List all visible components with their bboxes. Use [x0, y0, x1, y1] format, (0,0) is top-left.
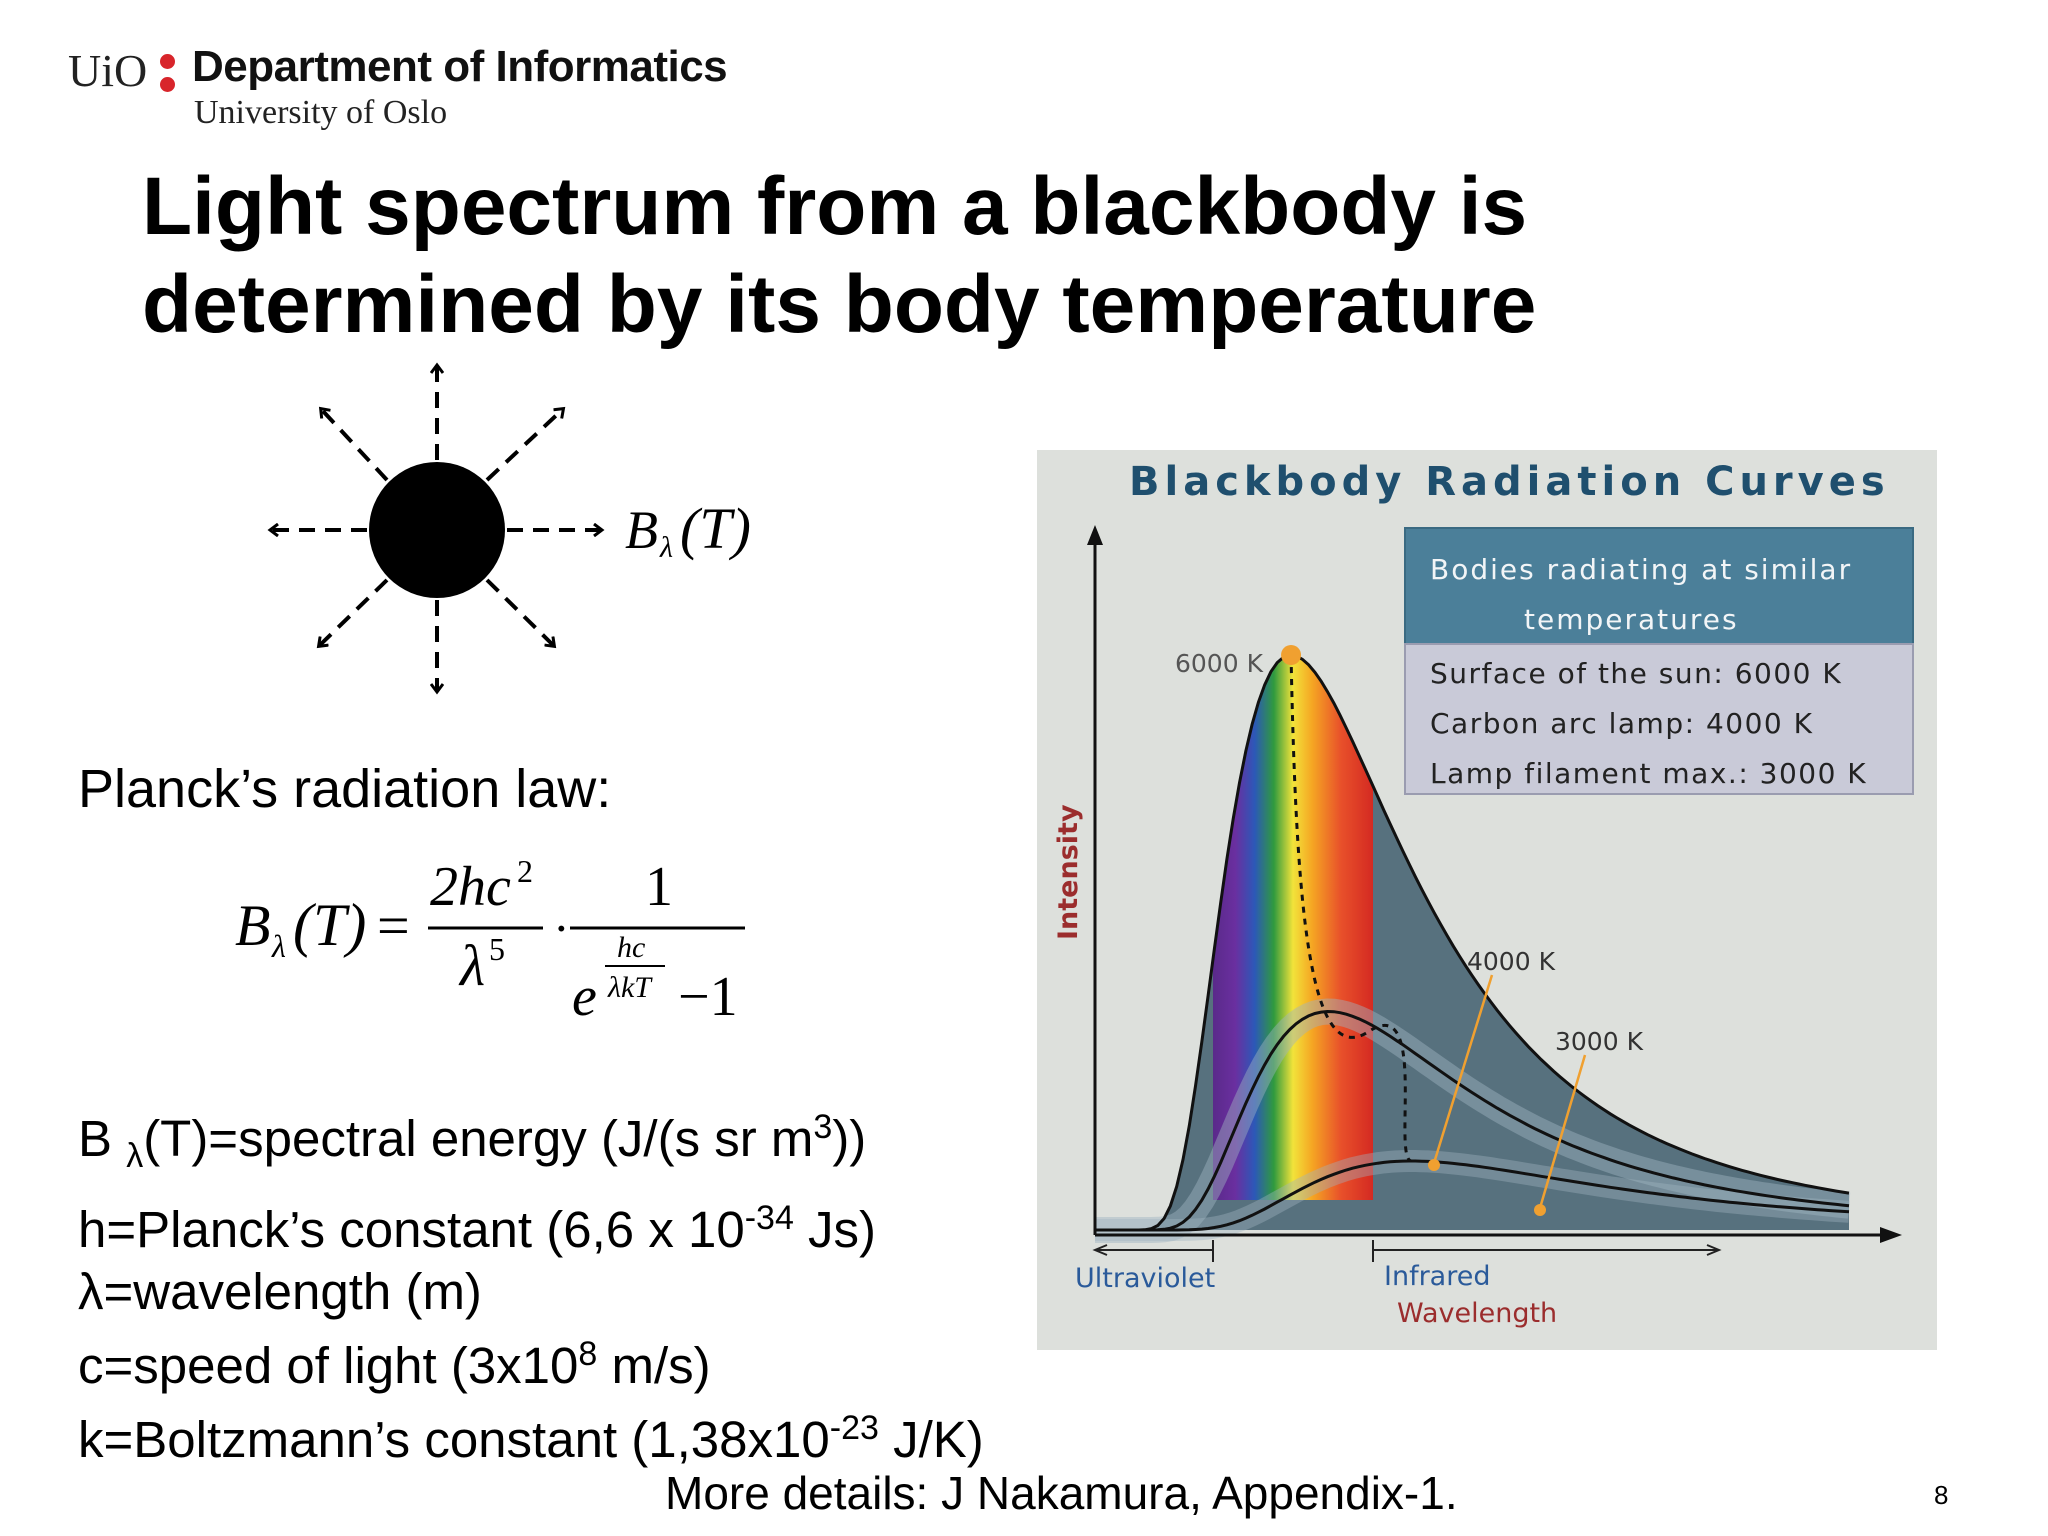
formula-num2: 1	[645, 856, 673, 918]
chart-title: Blackbody Radiation Curves	[1129, 459, 1890, 505]
definition-b: B λ(T)=spectral energy (J/(s sr m3))	[78, 1108, 867, 1176]
formula-dot: ·	[553, 900, 570, 956]
slide-title: Light spectrum from a blackbody is deter…	[142, 158, 1642, 354]
ray-up-left	[322, 410, 389, 482]
formula-num1-exp: 2	[517, 853, 533, 889]
ray-down-right	[485, 578, 553, 645]
leader-3000k	[1538, 1054, 1587, 1209]
curve-6000k-line	[1095, 653, 1850, 1232]
formula-lhs-b: B	[235, 893, 270, 958]
definition-k: k=Boltzmann’s constant (1,38x10-23 J/K)	[78, 1409, 984, 1469]
uio-logo-dots	[160, 54, 176, 94]
peak-marker-3000k	[1534, 1204, 1546, 1216]
blackbody-chart-panel: Blackbody Radiation Curves Ultraviolet I…	[1037, 450, 1937, 1350]
variable-definitions: B λ(T)=spectral energy (J/(s sr m3)) h=P…	[78, 1096, 984, 1471]
formula-equals: =	[377, 893, 410, 958]
series-label-3000k: 3000 K	[1555, 1027, 1644, 1056]
legend-item-filament: Lamp filament max.: 3000 K	[1430, 757, 1867, 790]
legend-title-line-2: temperatures	[1524, 603, 1739, 636]
curve-4000k-line	[1095, 1009, 1850, 1232]
region-label-infrared: Infrared	[1384, 1261, 1490, 1292]
blackbody-circle	[369, 462, 505, 598]
title-line-1: Light spectrum from a blackbody is	[142, 161, 1528, 252]
series-label-4000k: 4000 K	[1467, 947, 1556, 976]
radiating-body-diagram: B λ (T)	[250, 355, 751, 700]
diagram-label-lambda: λ	[659, 531, 673, 564]
blackbody-chart: Blackbody Radiation Curves Ultraviolet I…	[1053, 459, 1914, 1329]
diagram-label-b: B	[625, 500, 658, 560]
wien-peak-locus	[1289, 654, 1413, 1163]
planck-formula: B λ (T) = 2hc 2 λ 5 · 1 e hc λkT −1	[235, 853, 745, 1028]
diagram-label-t: (T)	[680, 496, 751, 561]
legend-body-box	[1404, 643, 1914, 795]
y-axis-arrow	[1087, 525, 1103, 545]
footer-reference: More details: J Nakamura, Appendix-1.	[665, 1467, 1458, 1519]
series-label-6000k: 6000 K	[1175, 649, 1264, 678]
x-axis-arrow	[1880, 1227, 1902, 1243]
formula-den2-exp-den: λkT	[607, 971, 653, 1004]
formula-den2-e: e	[572, 966, 597, 1028]
peak-marker-4000k	[1428, 1159, 1440, 1171]
curve-3000k-line	[1095, 1159, 1850, 1232]
formula-num1: 2hc	[430, 856, 511, 918]
formula-den1: λ	[458, 933, 485, 998]
uio-logo-text: UiO	[68, 45, 148, 96]
formula-lhs-t: (T)	[293, 892, 366, 958]
formula-lhs-sub: λ	[271, 928, 286, 964]
department-name: Department of Informatics	[192, 42, 728, 91]
legend-item-sun: Surface of the sun: 6000 K	[1430, 657, 1842, 690]
legend-item-arc-lamp: Carbon arc lamp: 4000 K	[1430, 707, 1813, 740]
ray-down-left	[320, 578, 389, 645]
leader-4000k	[1432, 974, 1494, 1164]
peak-marker-6000k	[1281, 645, 1302, 665]
formula-den1-exp: 5	[489, 931, 505, 967]
ray-up-right	[485, 410, 562, 482]
formula-den2-exp-num: hc	[617, 931, 645, 964]
y-axis-label: Intensity	[1053, 804, 1084, 940]
planck-law-label: Planck’s radiation law:	[78, 759, 612, 819]
x-axis-label: Wavelength	[1397, 1298, 1557, 1329]
title-line-2: determined by its body temperature	[142, 259, 1537, 350]
university-name: University of Oslo	[194, 94, 448, 131]
definition-lambda: λ=wavelength (m)	[78, 1263, 482, 1321]
page-number: 8	[1934, 1480, 1949, 1510]
definition-c: c=speed of light (3x108 m/s)	[78, 1335, 711, 1395]
legend-title-line-1: Bodies radiating at similar	[1430, 553, 1852, 586]
region-label-ultraviolet: Ultraviolet	[1075, 1263, 1215, 1294]
definition-h: h=Planck’s constant (6,6 x 10-34 Js)	[78, 1199, 877, 1259]
formula-den2-minus: −1	[678, 966, 738, 1028]
